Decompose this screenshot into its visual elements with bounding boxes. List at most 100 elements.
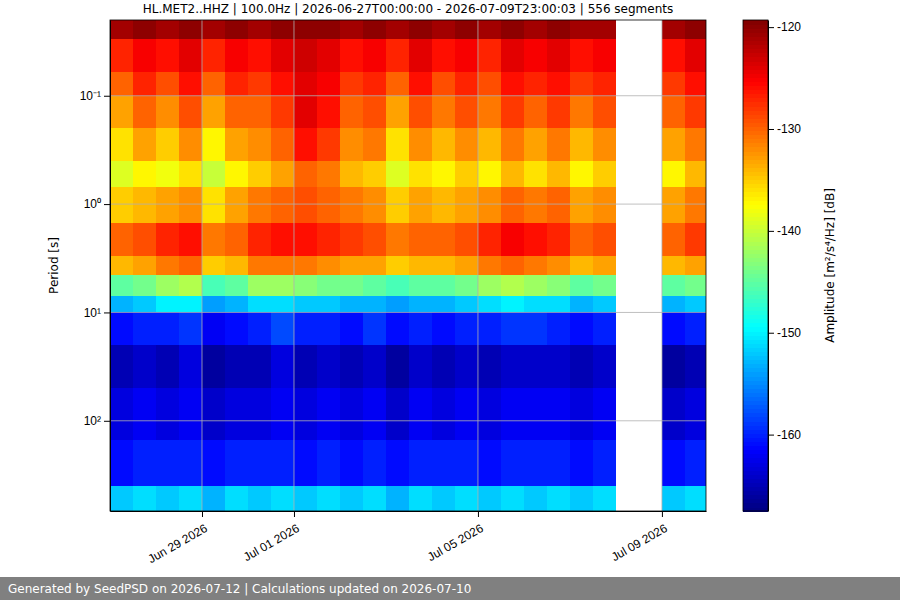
x-tick: Jul 01 2026	[241, 511, 302, 564]
cell	[455, 345, 478, 389]
cell	[110, 256, 133, 276]
cell	[110, 296, 133, 313]
cell	[593, 187, 616, 223]
cell	[294, 440, 317, 487]
cell	[156, 388, 179, 440]
cell	[455, 440, 478, 487]
grid-line	[110, 312, 706, 313]
cell	[202, 128, 225, 161]
cell	[455, 312, 478, 345]
cell	[524, 296, 547, 313]
cell	[593, 96, 616, 129]
colorbar-tick: -120	[768, 20, 801, 34]
cell	[478, 96, 501, 129]
grid-line	[661, 20, 662, 511]
chart: Jun 29 2026 Jul 01 2026 Jul 05 2026 Jul 09 …	[0, 0, 900, 600]
cell	[432, 161, 455, 188]
x-axis: Jun 29 2026 Jul 01 2026 Jul 05 2026 Jul 09 …	[111, 511, 707, 566]
cell	[386, 128, 409, 161]
cell	[340, 296, 363, 313]
cell	[294, 388, 317, 440]
cell	[225, 72, 248, 97]
cell	[662, 312, 685, 345]
colorbar-swatch	[743, 159, 768, 164]
cell	[685, 486, 706, 511]
y-tick-mark	[104, 96, 110, 97]
cell	[271, 296, 294, 313]
colorbar-swatch	[743, 298, 768, 303]
cell	[547, 128, 570, 161]
colorbar-swatch	[743, 266, 768, 271]
cell	[547, 187, 570, 223]
colorbar-swatch	[743, 118, 768, 123]
cell	[271, 39, 294, 72]
cell	[478, 72, 501, 97]
colorbar-swatch	[743, 425, 768, 430]
colorbar-swatch	[743, 392, 768, 397]
colorbar-swatch	[743, 94, 768, 99]
cell	[156, 72, 179, 97]
cell	[271, 223, 294, 256]
cell	[317, 128, 340, 161]
cell	[501, 72, 524, 97]
colorbar-swatch	[743, 331, 768, 336]
cell	[501, 296, 524, 313]
cell	[455, 96, 478, 129]
colorbar-swatch	[743, 212, 768, 217]
cell	[202, 72, 225, 97]
cell	[478, 187, 501, 223]
cell	[110, 72, 133, 97]
cell	[662, 275, 685, 296]
cell	[340, 72, 363, 97]
colorbar-swatch	[743, 356, 768, 361]
cell	[455, 187, 478, 223]
cell	[133, 20, 156, 40]
grid-line	[110, 420, 706, 421]
colorbar-swatch	[743, 401, 768, 406]
grid-line	[110, 204, 706, 205]
x-tick: Jun 29 2026	[146, 511, 210, 566]
cell	[662, 486, 685, 511]
colorbar-swatch	[743, 253, 768, 258]
cell	[570, 128, 593, 161]
cell	[294, 486, 317, 511]
cell	[547, 223, 570, 256]
cell	[225, 187, 248, 223]
colorbar-swatch	[743, 77, 768, 82]
cell	[179, 312, 202, 345]
colorbar-swatch	[743, 319, 768, 324]
cell	[593, 312, 616, 345]
colorbar-swatch	[743, 486, 768, 491]
cell	[662, 223, 685, 256]
cell	[501, 345, 524, 389]
cell	[363, 72, 386, 97]
cell	[110, 39, 133, 72]
plot-frame	[110, 20, 706, 511]
cell	[317, 39, 340, 72]
colorbar-swatch	[743, 81, 768, 86]
colorbar-swatch	[743, 388, 768, 393]
cell	[156, 128, 179, 161]
footer-band	[0, 577, 900, 600]
cell	[593, 388, 616, 440]
colorbar-swatch	[743, 503, 768, 508]
colorbar-swatch	[743, 32, 768, 37]
cell	[386, 312, 409, 345]
colorbar-swatch	[743, 241, 768, 246]
cell	[110, 486, 133, 511]
colorbar-swatch	[743, 364, 768, 369]
cell	[570, 39, 593, 72]
cell	[501, 20, 524, 40]
cell	[524, 345, 547, 389]
colorbar-swatch	[743, 106, 768, 111]
cell	[363, 256, 386, 276]
colorbar-swatch	[743, 135, 768, 140]
cell	[547, 20, 570, 40]
colorbar-swatch	[743, 98, 768, 103]
colorbar-swatch	[743, 171, 768, 176]
colorbar-swatch	[743, 405, 768, 410]
cell	[156, 312, 179, 345]
x-tick: Jul 05 2026	[425, 511, 486, 564]
x-tick-label: Jul 09 2026	[609, 521, 670, 564]
colorbar-swatch	[743, 368, 768, 373]
